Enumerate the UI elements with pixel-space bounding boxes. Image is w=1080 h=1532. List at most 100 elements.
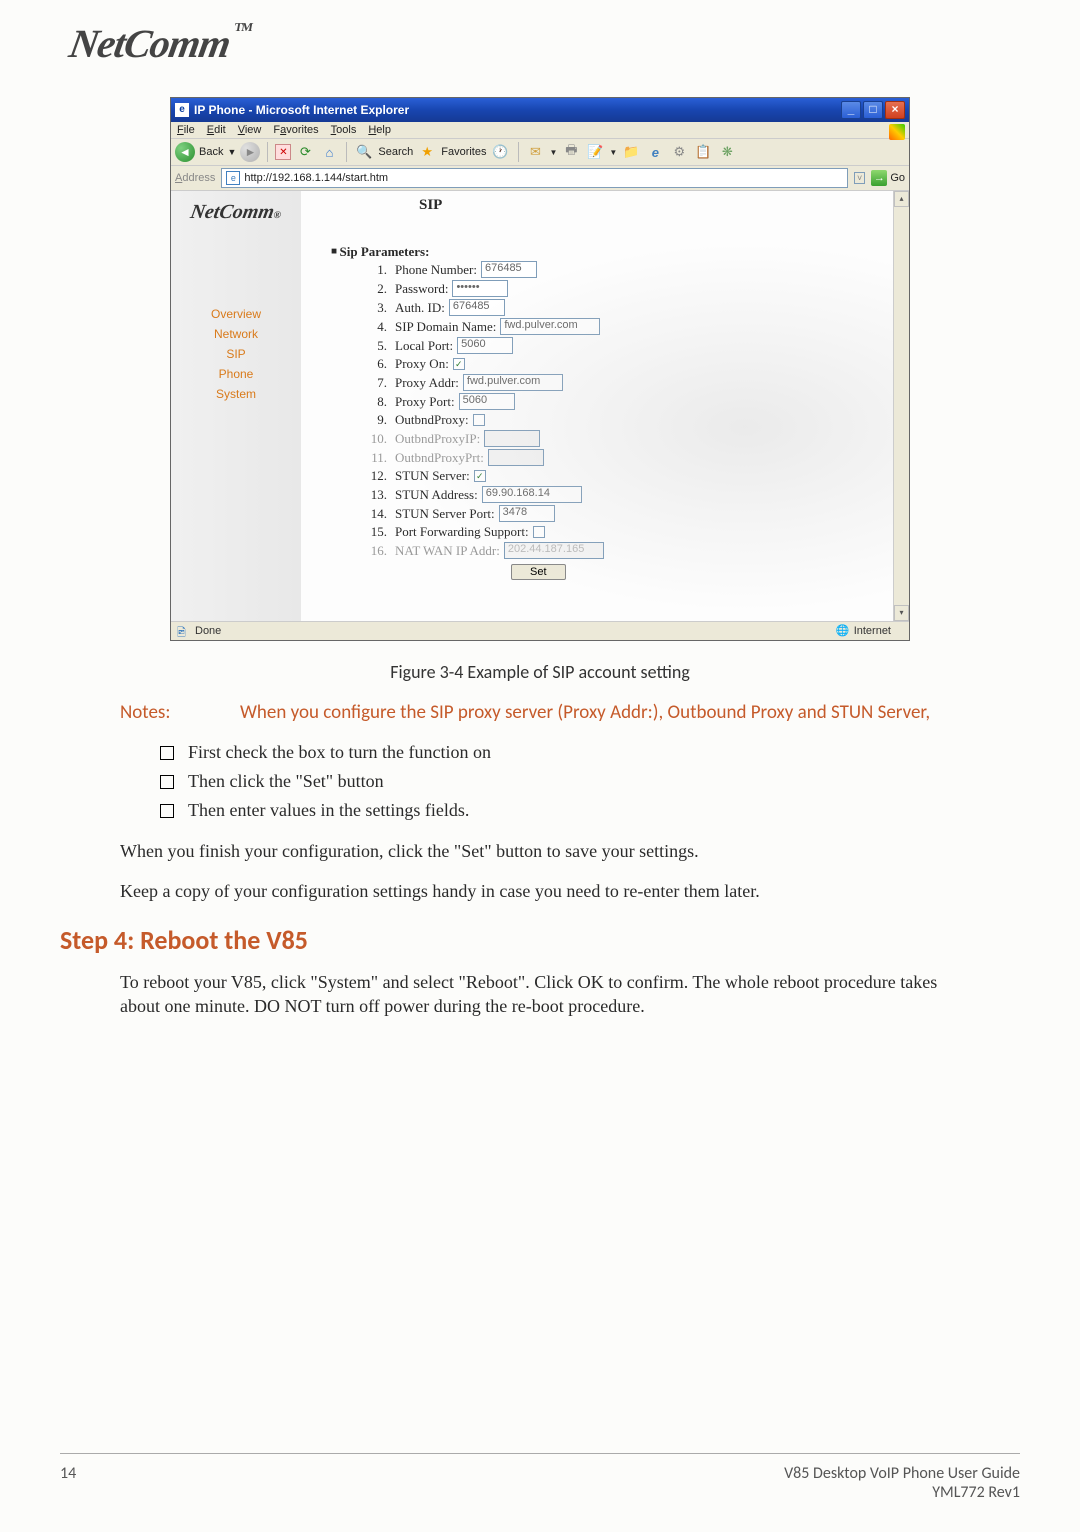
param-input: 202.44.187.165 xyxy=(504,542,604,559)
set-button[interactable]: Set xyxy=(511,564,566,580)
param-number: 10. xyxy=(361,431,387,447)
footer-rev: YML772 Rev1 xyxy=(784,1483,1020,1502)
nav-overview[interactable]: Overview xyxy=(171,304,301,324)
favorites-label[interactable]: Favorites xyxy=(441,146,486,158)
param-input[interactable]: •••••• xyxy=(452,280,508,297)
done-icon: 🖻 xyxy=(177,624,191,638)
param-input xyxy=(488,449,544,466)
minimize-button[interactable]: _ xyxy=(841,101,861,119)
param-header: Sip Parameters: xyxy=(331,244,893,260)
maximize-button[interactable]: □ xyxy=(863,101,883,119)
param-row: 4.SIP Domain Name:fwd.pulver.com xyxy=(361,317,893,336)
param-label: Port Forwarding Support: xyxy=(395,524,529,540)
param-number: 3. xyxy=(361,300,387,316)
param-checkbox[interactable]: ✓ xyxy=(453,358,465,370)
param-number: 13. xyxy=(361,487,387,503)
param-label: Proxy Addr: xyxy=(395,375,459,391)
param-input[interactable]: 676485 xyxy=(449,299,505,316)
address-input[interactable]: e http://192.168.1.144/start.htm xyxy=(221,168,848,188)
vertical-scrollbar[interactable]: ▴ ▾ xyxy=(893,191,909,621)
folder-icon[interactable]: 📁 xyxy=(621,142,641,162)
go-button[interactable]: → Go xyxy=(871,170,905,186)
param-number: 7. xyxy=(361,375,387,391)
search-label[interactable]: Search xyxy=(378,146,413,158)
menu-file[interactable]: File xyxy=(177,124,195,136)
param-input[interactable]: 676485 xyxy=(481,261,537,278)
step-heading: Step 4: Reboot the V85 xyxy=(60,924,960,956)
bullet-list: First check the box to turn the function… xyxy=(160,738,960,825)
notes-label: Notes: xyxy=(120,701,240,724)
address-dropdown[interactable]: ˅ xyxy=(854,172,865,184)
status-bar: 🖻 Done 🌐 Internet xyxy=(171,621,909,640)
history-icon[interactable]: 🕐 xyxy=(491,142,511,162)
stop-icon[interactable]: ✕ xyxy=(275,144,291,160)
menu-favorites[interactable]: Favorites xyxy=(273,124,318,136)
param-input[interactable]: fwd.pulver.com xyxy=(463,374,563,391)
footer-guide: V85 Desktop VoIP Phone User Guide xyxy=(784,1464,1020,1483)
param-input xyxy=(484,430,540,447)
page-number: 14 xyxy=(60,1464,784,1502)
param-checkbox[interactable] xyxy=(473,414,485,426)
page-icon: e xyxy=(226,171,240,185)
param-number: 2. xyxy=(361,281,387,297)
search-icon[interactable]: 🔍 xyxy=(354,142,374,162)
param-number: 4. xyxy=(361,319,387,335)
param-row: 15. Port Forwarding Support: xyxy=(361,523,893,541)
param-row: 10.OutbndProxyIP: xyxy=(361,429,893,448)
close-button[interactable]: × xyxy=(885,101,905,119)
param-label: STUN Address: xyxy=(395,487,478,503)
mail-icon[interactable]: ✉ xyxy=(526,142,546,162)
param-input[interactable]: 3478 xyxy=(499,505,555,522)
go-arrow-icon: → xyxy=(871,170,887,186)
menu-help[interactable]: Help xyxy=(368,124,391,136)
nav-network[interactable]: Network xyxy=(171,324,301,344)
bullet-item: First check the box to turn the function… xyxy=(160,738,960,767)
favorites-star-icon[interactable]: ★ xyxy=(417,142,437,162)
main-panel: SIP Sip Parameters: 1.Phone Number:67648… xyxy=(301,191,893,621)
ie-window: e IP Phone - Microsoft Internet Explorer… xyxy=(170,97,910,641)
e-icon[interactable]: e xyxy=(645,142,665,162)
param-checkbox[interactable] xyxy=(533,526,545,538)
bullet-item: Then click the "Set" button xyxy=(160,767,960,796)
param-row: 8.Proxy Port:5060 xyxy=(361,392,893,411)
checkbox-icon xyxy=(160,804,174,818)
ie-icon: e xyxy=(175,103,189,117)
param-label: Local Port: xyxy=(395,338,453,354)
menu-tools[interactable]: Tools xyxy=(331,124,357,136)
scroll-up-icon[interactable]: ▴ xyxy=(894,191,909,207)
menu-view[interactable]: View xyxy=(238,124,262,136)
param-row: 9.OutbndProxy: xyxy=(361,411,893,429)
param-number: 11. xyxy=(361,450,387,466)
tool-icon-1[interactable]: ⚙ xyxy=(669,142,689,162)
tool-icon-2[interactable]: 📋 xyxy=(693,142,713,162)
param-checkbox[interactable]: ✓ xyxy=(474,470,486,482)
home-icon[interactable]: ⌂ xyxy=(319,142,339,162)
param-label: OutbndProxyPrt: xyxy=(395,450,484,466)
edit-icon[interactable]: 📝 xyxy=(585,142,605,162)
param-row: 16.NAT WAN IP Addr:202.44.187.165 xyxy=(361,541,893,560)
param-row: 3.Auth. ID:676485 xyxy=(361,298,893,317)
param-label: STUN Server Port: xyxy=(395,506,495,522)
param-row: 1.Phone Number:676485 xyxy=(361,260,893,279)
body-para-1: When you finish your configuration, clic… xyxy=(120,839,960,863)
back-button[interactable]: ◄ Back ▼ xyxy=(175,142,236,162)
param-row: 5.Local Port:5060 xyxy=(361,336,893,355)
param-row: 12.STUN Server:✓ xyxy=(361,467,893,485)
tool-icon-3[interactable]: ❋ xyxy=(717,142,737,162)
body-para-2: Keep a copy of your configuration settin… xyxy=(120,879,960,903)
param-input[interactable]: 5060 xyxy=(459,393,515,410)
titlebar: e IP Phone - Microsoft Internet Explorer… xyxy=(171,98,909,122)
refresh-icon[interactable]: ⟳ xyxy=(295,142,315,162)
nav-phone[interactable]: Phone xyxy=(171,364,301,384)
param-input[interactable]: fwd.pulver.com xyxy=(500,318,600,335)
print-icon[interactable]: 🖶 xyxy=(561,142,581,162)
forward-button[interactable]: ► xyxy=(240,142,260,162)
menu-edit[interactable]: Edit xyxy=(207,124,226,136)
param-number: 15. xyxy=(361,524,387,540)
param-input[interactable]: 69.90.168.14 xyxy=(482,486,582,503)
nav-system[interactable]: System xyxy=(171,384,301,404)
param-number: 1. xyxy=(361,262,387,278)
scroll-down-icon[interactable]: ▾ xyxy=(894,605,909,621)
param-input[interactable]: 5060 xyxy=(457,337,513,354)
nav-sip[interactable]: SIP xyxy=(171,344,301,364)
